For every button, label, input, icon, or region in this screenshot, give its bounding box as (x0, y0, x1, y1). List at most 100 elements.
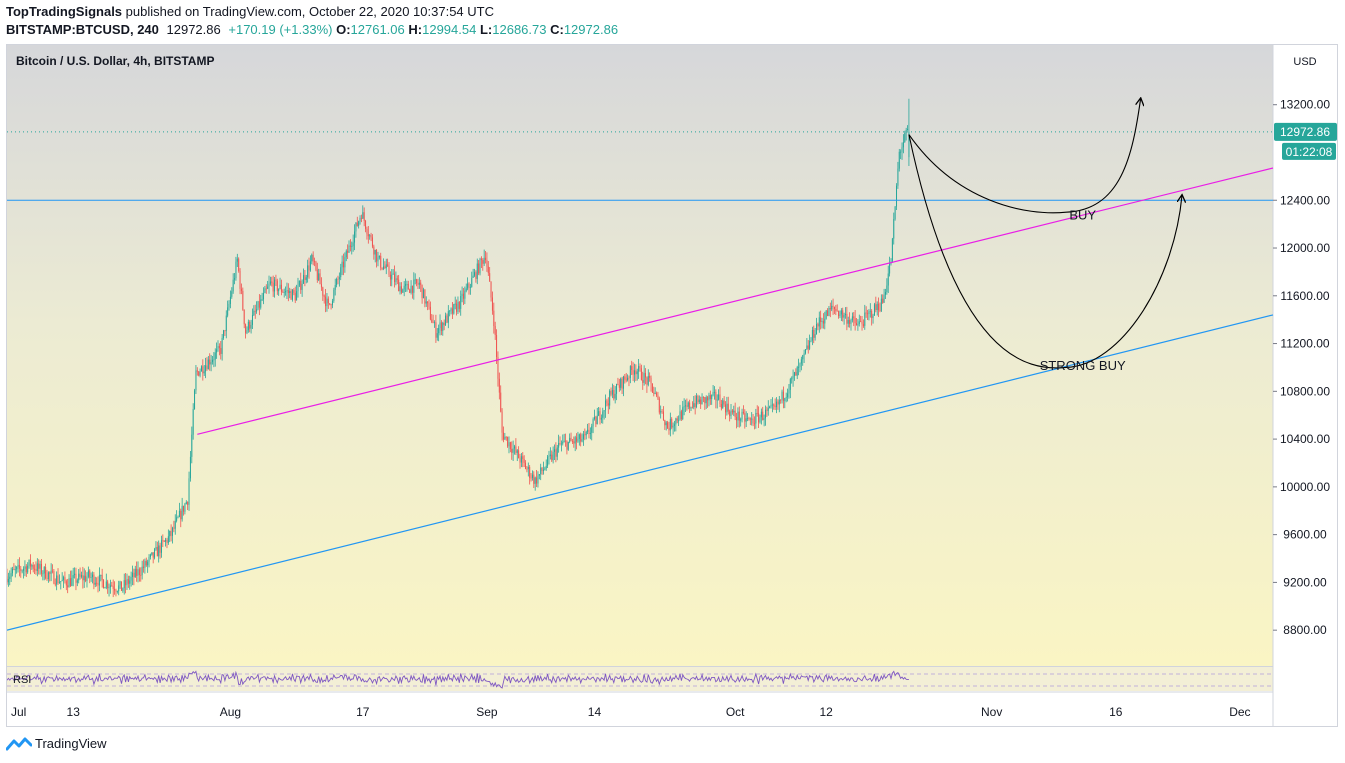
candle (149, 553, 151, 560)
candle-body (600, 417, 602, 420)
candle-body (578, 434, 580, 439)
candle-body (748, 418, 750, 420)
candle-body (707, 397, 709, 401)
candle (402, 288, 404, 293)
time-tick-label: 13 (67, 705, 81, 719)
candle-body (702, 396, 704, 398)
time-tick-label: 14 (588, 705, 602, 719)
candle (250, 319, 252, 334)
candle (432, 314, 434, 324)
candle-body (787, 393, 789, 398)
candle-body (726, 403, 728, 413)
candle (851, 312, 853, 323)
candle-body (9, 576, 11, 579)
candle (570, 432, 572, 442)
candle (898, 148, 900, 172)
candle-body (769, 406, 771, 408)
candle (617, 377, 619, 386)
candle-body (566, 441, 568, 450)
author-name[interactable]: TopTradingSignals (6, 4, 123, 19)
candle (356, 216, 358, 227)
candle-body (810, 340, 812, 342)
candle-body (749, 418, 751, 420)
candle (457, 296, 459, 315)
candle (867, 309, 869, 320)
candle-body (56, 575, 58, 585)
tradingview-footer[interactable]: TradingView (6, 736, 107, 751)
candle (403, 281, 405, 297)
candle-body (311, 254, 313, 262)
countdown-tag (1282, 142, 1336, 160)
candle-body (894, 206, 896, 220)
candle (371, 234, 373, 249)
candle (580, 432, 582, 447)
candle (64, 571, 66, 584)
candle (842, 307, 844, 322)
candle-body (642, 379, 644, 383)
candle-body (115, 590, 117, 592)
candle-body (200, 366, 202, 372)
candle-body (316, 269, 318, 281)
candle-body (780, 399, 782, 401)
candle (483, 249, 485, 267)
candle (657, 391, 659, 400)
candle-body (32, 565, 34, 569)
candle-body (500, 392, 502, 412)
candle-body (227, 307, 229, 316)
candle (784, 397, 786, 409)
candle-body (606, 400, 608, 404)
candle-body (527, 467, 529, 470)
candle-body (312, 254, 314, 262)
candle-body (493, 310, 495, 327)
candle-body (595, 416, 597, 425)
candle-body (480, 258, 482, 261)
candle (527, 462, 529, 477)
candle (18, 557, 20, 577)
candle-body (290, 291, 292, 300)
candle (809, 334, 811, 351)
candle-body (60, 581, 62, 582)
candle-body (526, 468, 528, 470)
candle-body (591, 426, 593, 433)
candle (355, 222, 357, 238)
candle-body (24, 566, 26, 569)
candle-body (276, 280, 278, 292)
candle-body (504, 436, 506, 440)
candle-body (560, 443, 562, 445)
candle (873, 302, 875, 316)
candle-body (169, 530, 171, 537)
candle (704, 396, 706, 410)
candle (445, 312, 447, 327)
candle-body (291, 289, 293, 300)
candle (697, 394, 699, 405)
candle (816, 317, 818, 335)
candle-body (389, 274, 391, 280)
candle (344, 252, 346, 273)
candle-body (898, 151, 900, 169)
candle-body (260, 299, 262, 308)
candle-body (268, 283, 270, 287)
candle (591, 423, 593, 441)
price-chart[interactable]: BUY STRONG BUY RSI 13200.00 12400.00 12000.00… (7, 45, 1338, 727)
candle-body (744, 413, 746, 422)
candle (609, 389, 611, 410)
candle-body (555, 449, 557, 457)
candle-body (676, 418, 678, 421)
candle-body (672, 425, 674, 428)
candle-body (280, 284, 282, 292)
candle (849, 312, 851, 328)
candle-body (569, 437, 571, 442)
candle (394, 265, 396, 288)
candle (367, 225, 369, 244)
candle (518, 446, 520, 459)
candle-body (31, 565, 33, 567)
candle (28, 559, 30, 569)
candle (700, 396, 702, 409)
candle-body (345, 250, 347, 258)
candle-body (159, 545, 161, 553)
candle-body (618, 385, 620, 388)
candle-body (67, 585, 69, 588)
candle-body (16, 567, 18, 570)
candle (293, 288, 295, 296)
candle-body (901, 147, 903, 152)
